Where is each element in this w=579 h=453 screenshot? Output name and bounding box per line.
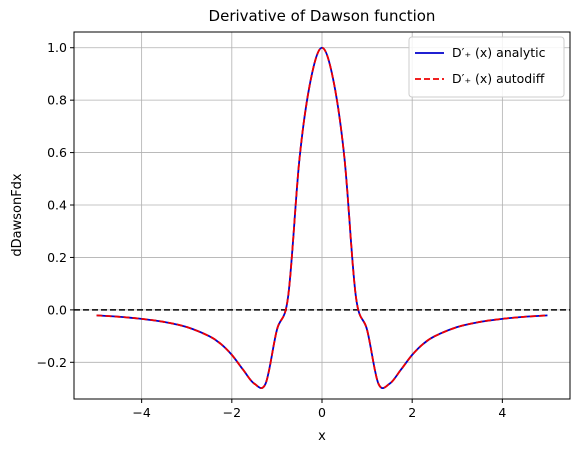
ticks: −4 −2 0 2 4 −0.2 0.0 0.2 0.4 0.6 0.8 1.0 (37, 40, 507, 420)
grid (74, 32, 570, 399)
legend-box (408, 36, 565, 98)
y-tick-label: 1.0 (47, 40, 67, 55)
series-line-analytic (96, 46, 548, 389)
series-group (96, 46, 548, 389)
x-tick-label: −4 (132, 405, 150, 420)
y-tick-label: 0.6 (47, 145, 67, 160)
y-axis-label: dDawsonFdx (10, 173, 25, 257)
legend: D′₊ (x) analytic D′₊ (x) autodiff (408, 36, 565, 98)
x-axis-label: x (318, 429, 326, 444)
x-tick-label: 2 (408, 405, 416, 420)
chart-title: Derivative of Dawson function (209, 7, 436, 25)
legend-label-analytic: D′₊ (x) analytic (452, 45, 546, 60)
y-tick-label: 0.4 (47, 198, 67, 213)
x-tick-label: 4 (498, 405, 506, 420)
x-tick-label: 0 (318, 405, 326, 420)
legend-label-autodiff: D′₊ (x) autodiff (452, 71, 545, 86)
y-tick-label: 0.8 (47, 93, 67, 108)
y-tick-label: 0.2 (47, 250, 67, 265)
y-tick-label: −0.2 (37, 355, 67, 370)
x-tick-label: −2 (223, 405, 241, 420)
y-tick-label: 0.0 (47, 302, 67, 317)
